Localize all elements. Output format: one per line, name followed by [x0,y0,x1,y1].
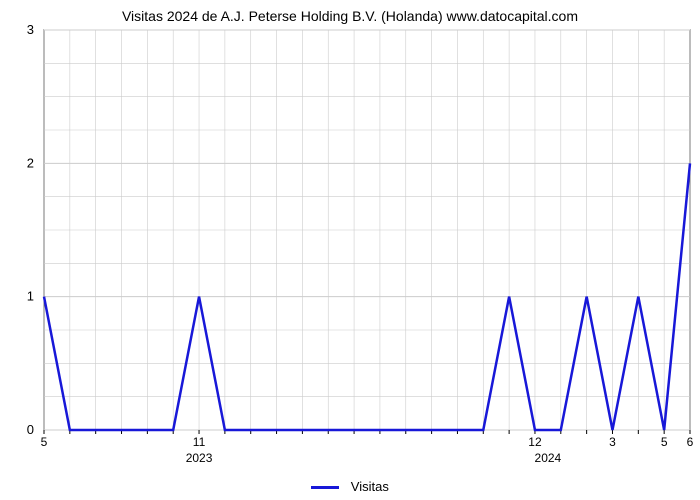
svg-text:3: 3 [609,435,616,449]
svg-text:5: 5 [661,435,668,449]
svg-text:5: 5 [41,435,48,449]
chart-container: Visitas 2024 de A.J. Peterse Holding B.V… [0,0,700,500]
svg-text:6: 6 [687,435,694,449]
chart-svg: 01235111235620232024 [0,0,700,500]
svg-text:2: 2 [27,155,34,170]
svg-text:2024: 2024 [535,451,562,465]
svg-text:11: 11 [193,435,206,449]
svg-text:12: 12 [528,435,542,449]
legend: Visitas [0,479,700,494]
legend-label: Visitas [351,479,389,494]
svg-text:2023: 2023 [186,451,213,465]
legend-swatch [311,486,339,489]
svg-text:1: 1 [27,289,34,304]
svg-text:3: 3 [27,22,34,37]
svg-text:0: 0 [27,422,34,437]
